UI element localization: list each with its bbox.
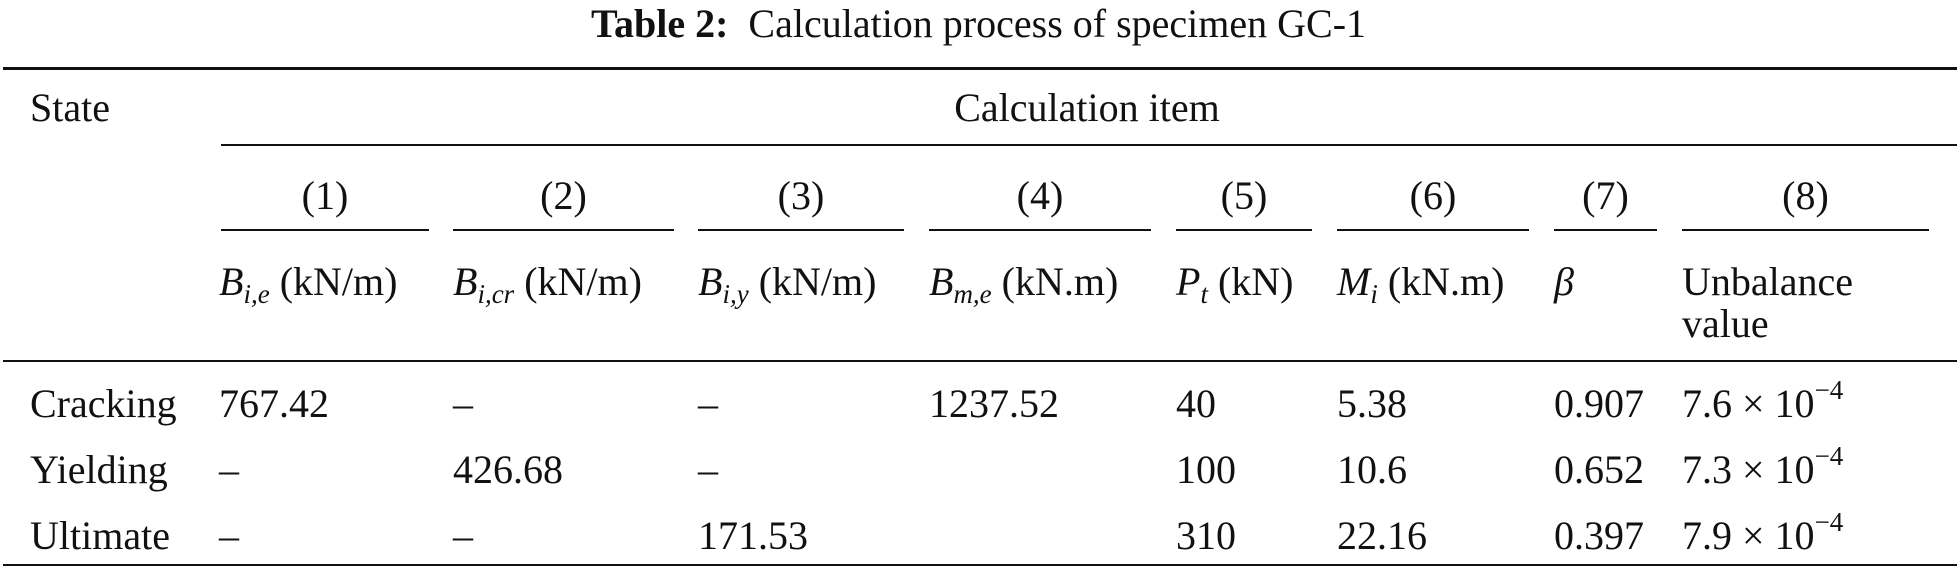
- col-header-2: Bi,cr (kN/m): [453, 259, 642, 309]
- table-cell: 171.53: [698, 513, 808, 558]
- table-cell: –: [698, 381, 718, 426]
- col-number-5: (5): [1220, 173, 1268, 218]
- col-header-5: Pt (kN): [1176, 259, 1294, 309]
- col-number-4: (4): [1016, 173, 1064, 218]
- table-cell: 7.9 × 10−4: [1682, 507, 1844, 559]
- table-cell: –: [453, 513, 473, 558]
- table-cell: 22.16: [1337, 513, 1427, 558]
- col-rule-8: [1682, 229, 1929, 231]
- table-cell: –: [453, 381, 473, 426]
- table-cell: 0.652: [1554, 447, 1644, 492]
- col-number-3: (3): [777, 173, 825, 218]
- bottom-rule: [3, 564, 1957, 566]
- col-number-7: (7): [1582, 173, 1629, 218]
- col-header-4: Bm,e (kN.m): [929, 259, 1119, 309]
- col-rule-6: [1337, 229, 1529, 231]
- col-number-8: (8): [1782, 173, 1829, 218]
- col-rule-5: [1176, 229, 1312, 231]
- table-cell: 100: [1176, 447, 1236, 492]
- table-cell: 310: [1176, 513, 1236, 558]
- col-number-1: (1): [301, 173, 349, 218]
- top-rule: [3, 67, 1957, 70]
- col-header-1: Bi,e (kN/m): [219, 259, 398, 309]
- table-cell: 767.42: [219, 381, 329, 426]
- header-state: State: [30, 85, 110, 130]
- col-header-7: β: [1554, 259, 1574, 304]
- table-cell: –: [698, 447, 718, 492]
- col-header-8: Unbalance value: [1682, 259, 1854, 346]
- col-number-6: (6): [1409, 173, 1457, 218]
- table-cell: 40: [1176, 381, 1216, 426]
- col-number-2: (2): [540, 173, 587, 218]
- row-state: Cracking: [30, 381, 177, 426]
- table-cell: 10.6: [1337, 447, 1407, 492]
- col-header-6: Mi (kN.m): [1337, 259, 1505, 309]
- header-group-calculation-item: Calculation item: [954, 85, 1220, 130]
- col-rule-2: [453, 229, 674, 231]
- table-caption: Table 2: Calculation process of specimen…: [0, 0, 1957, 48]
- table-cell: 426.68: [453, 447, 563, 492]
- col-rule-7: [1554, 229, 1657, 231]
- table-cell: –: [219, 513, 239, 558]
- table-cell: 7.6 × 10−4: [1682, 375, 1844, 427]
- table-cell: 0.397: [1554, 513, 1644, 558]
- col-rule-3: [698, 229, 904, 231]
- col-header-3: Bi,y (kN/m): [698, 259, 877, 309]
- group-rule: [221, 144, 1957, 146]
- table-cell: 5.38: [1337, 381, 1407, 426]
- col-rule-4: [929, 229, 1151, 231]
- table-cell: 0.907: [1554, 381, 1644, 426]
- table-cell: 7.3 × 10−4: [1682, 441, 1844, 493]
- col-rule-1: [221, 229, 429, 231]
- header-bottom-rule: [3, 360, 1957, 362]
- row-state: Ultimate: [30, 513, 170, 558]
- table-cell: 1237.52: [929, 381, 1059, 426]
- row-state: Yielding: [30, 447, 168, 492]
- table-cell: –: [219, 447, 239, 492]
- table-caption-label: Table 2:: [590, 1, 729, 46]
- table-caption-text: Calculation process of specimen GC-1: [748, 1, 1367, 46]
